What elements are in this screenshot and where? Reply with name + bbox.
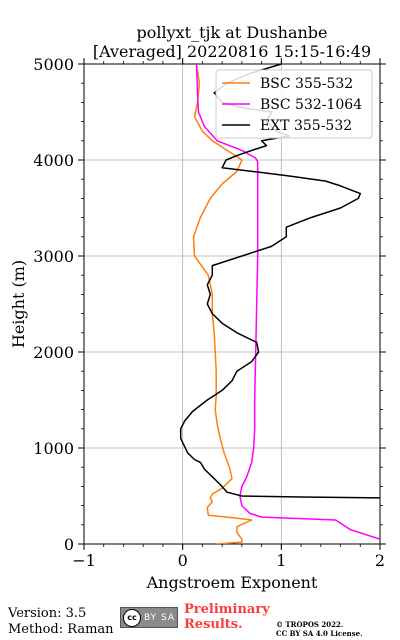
- y-tick-label: 5000: [33, 55, 74, 74]
- plot-frame: [83, 63, 381, 545]
- y-tick-label: 4000: [33, 151, 74, 170]
- y-tick-label: 3000: [33, 247, 74, 266]
- method-text: Method: Raman: [8, 622, 114, 637]
- x-tick-label: 2: [375, 551, 385, 570]
- cc-icon: cc: [123, 608, 141, 627]
- y-axis-label: Height (m): [9, 260, 28, 348]
- x-tick-label: −1: [72, 551, 96, 570]
- x-tick-label: 0: [178, 551, 188, 570]
- preliminary-line2: Results.: [184, 617, 243, 632]
- legend-label-0: BSC 355-532: [260, 76, 353, 92]
- chart-title-line2: [Averaged] 20220816 15:15-16:49: [93, 42, 371, 61]
- y-tick-label: 0: [64, 535, 74, 554]
- legend-label-2: EXT 355-532: [260, 118, 352, 134]
- y-tick-label: 2000: [33, 343, 74, 362]
- legend-box: [215, 69, 373, 139]
- x-tick-label: 1: [276, 551, 286, 570]
- version-text: Version: 3.5: [8, 606, 87, 621]
- series-line-1: [195, 64, 380, 540]
- axes: [83, 63, 381, 545]
- preliminary-notice: Preliminary Results.: [184, 602, 270, 632]
- legend: BSC 355-532 BSC 532-1064 EXT 355-532: [215, 69, 373, 139]
- creative-commons-by-sa-icon: cc BY SA: [120, 607, 178, 628]
- preliminary-line1: Preliminary: [184, 602, 270, 617]
- legend-label-1: BSC 532-1064: [260, 97, 362, 113]
- y-tick-label: 1000: [33, 439, 74, 458]
- footer-meta: Version: 3.5 Method: Raman: [8, 606, 114, 638]
- copyright-notice: © TROPOS 2022. CC BY SA 4.0 License.: [276, 620, 363, 638]
- chart-title-line1: pollyxt_tjk at Dushanbe: [136, 23, 327, 42]
- series-line-0: [192, 64, 253, 544]
- copyright-line1: © TROPOS 2022.: [276, 620, 344, 629]
- license-badge: BY SA: [144, 612, 176, 623]
- x-axis-label: Angstroem Exponent: [146, 573, 318, 592]
- copyright-line2: CC BY SA 4.0 License.: [276, 629, 363, 638]
